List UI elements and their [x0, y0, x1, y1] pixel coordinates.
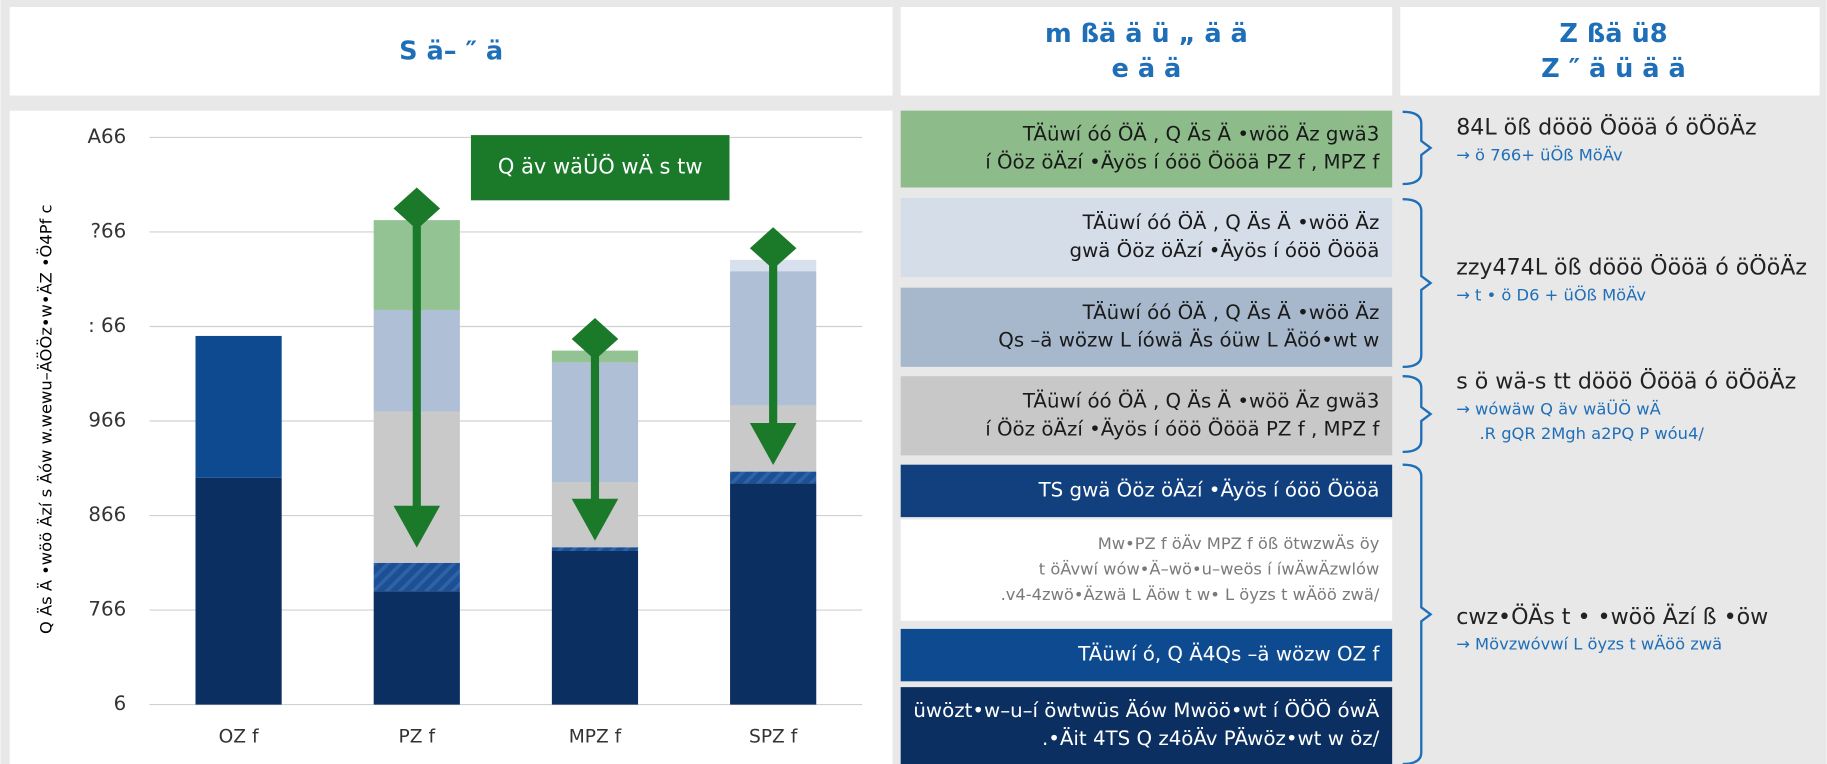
header-left	[9, 6, 893, 96]
bar-segment	[373, 562, 460, 592]
legend-text: TÄüwí óó ÖÄ , Q Äs Ä •wöö Äz	[1082, 301, 1380, 324]
note-sub: .R gQR 2Mgh a2PQ P wóu4/	[1480, 424, 1705, 443]
y-tick-label: 966	[88, 409, 126, 432]
y-tick-label: 6	[114, 692, 127, 715]
bar-segment	[551, 550, 639, 705]
legend-text: TÄüwí ó, Q Ä4Qs –ä wözw OZ f	[1077, 643, 1380, 666]
annotation: Q äv wäÜÖ wÄ s tw	[498, 154, 703, 179]
x-tick-label: SPZ f	[749, 727, 798, 748]
bar-segment	[195, 477, 282, 705]
note-sub: → Mövzwóvwí L öyzs t wÄöö zwä	[1456, 635, 1722, 654]
header-text: Z ″ ä ü ä ä	[1541, 54, 1686, 84]
legend-text: TÄüwí óó ÖÄ , Q Äs Ä •wöö Äz	[1082, 211, 1380, 234]
brace	[1402, 197, 1433, 369]
legend-box	[900, 376, 1393, 456]
note-sub: → t • ö D6 + üÖß MöÄv	[1456, 285, 1646, 304]
bar-segment	[195, 335, 282, 478]
header-text: S ä– ″ ä	[399, 36, 503, 66]
arrow-head	[571, 498, 619, 541]
note-main: zzy474L öß dööö Öööä ó öÖöÄz	[1456, 252, 1807, 280]
legend-text: üwözt•w–u–í öwtwüs Äów Mwöö•wt í ÖÖÖ ówÄ	[913, 699, 1379, 722]
legend-box	[900, 197, 1393, 278]
legend-text: TÄüwí óó ÖÄ , Q Äs Ä •wöö Äz gwä3	[1022, 389, 1379, 412]
legend-box	[900, 628, 1393, 682]
bar-segment	[373, 591, 460, 705]
legend-text: Qs –ä wözw L íówä Äs óüw L Äöó•wt w	[998, 329, 1379, 352]
y-axis-label: Q Äs Ä •wöö Äzí s Äów w.wewu–ÄÖÖz•w•ÄZ •…	[37, 205, 56, 634]
header-right	[1400, 6, 1820, 96]
note-main: cwz•ÖÄs t • •wöö Äzí ß •öw	[1456, 602, 1768, 630]
brace	[1402, 463, 1433, 764]
legend-text: TS gwä Ööz öÄzí •Äyös í óöö Öööä	[1038, 478, 1380, 501]
bar-segment	[730, 471, 817, 484]
x-tick-label: OZ f	[219, 727, 259, 748]
bar-segment	[730, 483, 817, 705]
brace	[1402, 375, 1433, 454]
y-tick-label: : 66	[88, 314, 126, 337]
y-tick-label: 866	[88, 503, 126, 526]
legend-text: .v4-4zwö•Äzwä L Äöw t w• L öyzs t wÄöö z…	[1001, 585, 1380, 604]
legend-text: TÄüwí óó ÖÄ , Q Äs Ä •wöö Äz gwä3	[1022, 123, 1379, 146]
note-sub: → ö 766+ üÖß MöÄv	[1456, 146, 1623, 165]
header-middle	[900, 6, 1393, 96]
bar-segment	[551, 547, 639, 551]
legend-text: í Ööz öÄzí •Äyös í óöö Öööä PZ f , MPZ f	[985, 417, 1380, 440]
note-main: 84L öß dööö Öööä ó öÖöÄz	[1456, 113, 1756, 141]
note-main: s ö wä-s tt dööö Öööä ó öÖöÄz	[1456, 367, 1796, 395]
header-text: Z ßä ü8	[1559, 19, 1667, 49]
legend-box	[900, 287, 1393, 367]
header-text: e ä ä	[1112, 54, 1182, 84]
legend-text: í Ööz öÄzí •Äyös í óöö Öööä PZ f , MPZ f	[985, 151, 1380, 174]
y-tick-label: A66	[88, 125, 127, 148]
annotation-box	[470, 135, 730, 201]
y-tick-label: ?66	[91, 219, 127, 242]
arrow-head	[749, 423, 797, 465]
arrow-head	[393, 505, 441, 548]
header-text: m ßä ä ü „ ä ä	[1045, 19, 1248, 49]
legend-box	[900, 519, 1393, 621]
legend-text: Mw•PZ f öÄv MPZ f öß ötwzwÄs öy	[1098, 534, 1380, 553]
legend-box	[900, 110, 1393, 188]
y-tick-label: 766	[88, 598, 126, 621]
x-tick-label: PZ f	[399, 727, 436, 748]
legend-text: t öÄvwí wów•Ä–wö•u–weös í íwÄwÄzwlów	[1039, 560, 1380, 579]
note-sub: → wówäw Q äv wäÜÖ wÄ	[1456, 399, 1661, 418]
legend-box	[900, 464, 1393, 518]
legend-text: .•Äit 4TS Q z4öÄv PÄwöz•wt w öz/	[1042, 727, 1380, 750]
legend-box	[900, 687, 1393, 764]
brace	[1402, 110, 1433, 186]
x-tick-label: MPZ f	[569, 727, 622, 748]
legend-text: gwä Ööz öÄzí •Äyös í óöö Öööä	[1070, 239, 1380, 262]
